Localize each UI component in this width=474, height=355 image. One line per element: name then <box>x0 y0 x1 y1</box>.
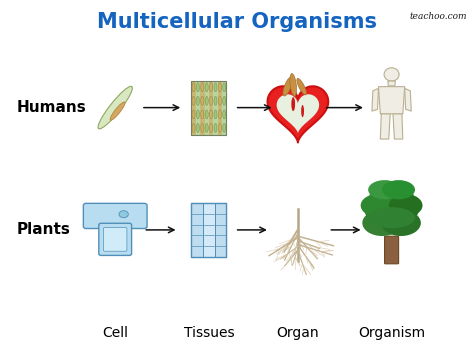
FancyBboxPatch shape <box>83 203 147 229</box>
Polygon shape <box>204 81 209 135</box>
Text: Tissues: Tissues <box>183 326 234 340</box>
Ellipse shape <box>283 77 292 96</box>
Ellipse shape <box>210 83 213 92</box>
Ellipse shape <box>205 124 208 132</box>
Text: Humans: Humans <box>17 100 87 115</box>
Ellipse shape <box>290 73 297 96</box>
Ellipse shape <box>223 110 226 119</box>
Ellipse shape <box>223 96 226 105</box>
Ellipse shape <box>201 110 204 119</box>
Ellipse shape <box>297 78 307 95</box>
Ellipse shape <box>192 96 195 105</box>
Ellipse shape <box>210 124 213 132</box>
Text: Organ: Organ <box>277 326 319 340</box>
Polygon shape <box>378 87 405 114</box>
Polygon shape <box>191 81 196 135</box>
Polygon shape <box>200 81 204 135</box>
Circle shape <box>119 211 128 218</box>
Ellipse shape <box>201 83 204 92</box>
Polygon shape <box>196 81 200 135</box>
Ellipse shape <box>214 96 217 105</box>
Ellipse shape <box>382 180 415 200</box>
Ellipse shape <box>219 124 221 132</box>
Ellipse shape <box>389 194 422 217</box>
Polygon shape <box>218 81 222 135</box>
Polygon shape <box>393 114 403 139</box>
Ellipse shape <box>214 110 217 119</box>
Ellipse shape <box>98 86 132 129</box>
Polygon shape <box>203 203 215 257</box>
Ellipse shape <box>368 207 415 228</box>
Ellipse shape <box>219 96 221 105</box>
Text: Organism: Organism <box>358 326 425 340</box>
Polygon shape <box>372 88 378 111</box>
Polygon shape <box>209 81 213 135</box>
Ellipse shape <box>219 83 221 92</box>
Ellipse shape <box>381 210 421 236</box>
Ellipse shape <box>223 83 226 92</box>
Ellipse shape <box>214 83 217 92</box>
Polygon shape <box>405 88 411 111</box>
Ellipse shape <box>205 96 208 105</box>
Polygon shape <box>191 81 227 135</box>
Ellipse shape <box>192 83 195 92</box>
Polygon shape <box>277 94 319 133</box>
FancyBboxPatch shape <box>103 228 127 251</box>
Polygon shape <box>191 203 227 257</box>
Ellipse shape <box>292 97 295 111</box>
Ellipse shape <box>210 110 213 119</box>
Ellipse shape <box>368 180 401 200</box>
FancyBboxPatch shape <box>99 223 132 256</box>
Ellipse shape <box>205 83 208 92</box>
FancyBboxPatch shape <box>384 236 399 264</box>
Ellipse shape <box>384 68 399 81</box>
Ellipse shape <box>365 196 419 225</box>
Ellipse shape <box>223 124 226 132</box>
Ellipse shape <box>201 96 204 105</box>
Ellipse shape <box>301 105 304 117</box>
Ellipse shape <box>219 110 221 119</box>
Polygon shape <box>267 86 328 142</box>
Polygon shape <box>191 203 203 257</box>
Ellipse shape <box>192 124 195 132</box>
Ellipse shape <box>210 96 213 105</box>
Ellipse shape <box>110 102 125 120</box>
Polygon shape <box>222 81 227 135</box>
Ellipse shape <box>196 83 200 92</box>
Polygon shape <box>388 81 395 86</box>
Ellipse shape <box>214 124 217 132</box>
Ellipse shape <box>192 110 195 119</box>
Polygon shape <box>215 203 227 257</box>
Ellipse shape <box>201 124 204 132</box>
Text: Cell: Cell <box>102 326 128 340</box>
Ellipse shape <box>196 96 200 105</box>
Text: Multicellular Organisms: Multicellular Organisms <box>97 12 377 32</box>
Ellipse shape <box>369 184 414 210</box>
Ellipse shape <box>362 210 402 236</box>
Polygon shape <box>380 114 390 139</box>
Polygon shape <box>213 81 218 135</box>
Ellipse shape <box>361 194 394 217</box>
Text: Plants: Plants <box>17 223 71 237</box>
Ellipse shape <box>205 110 208 119</box>
Ellipse shape <box>196 124 200 132</box>
Ellipse shape <box>196 110 200 119</box>
Text: teachoo.com: teachoo.com <box>409 11 466 21</box>
